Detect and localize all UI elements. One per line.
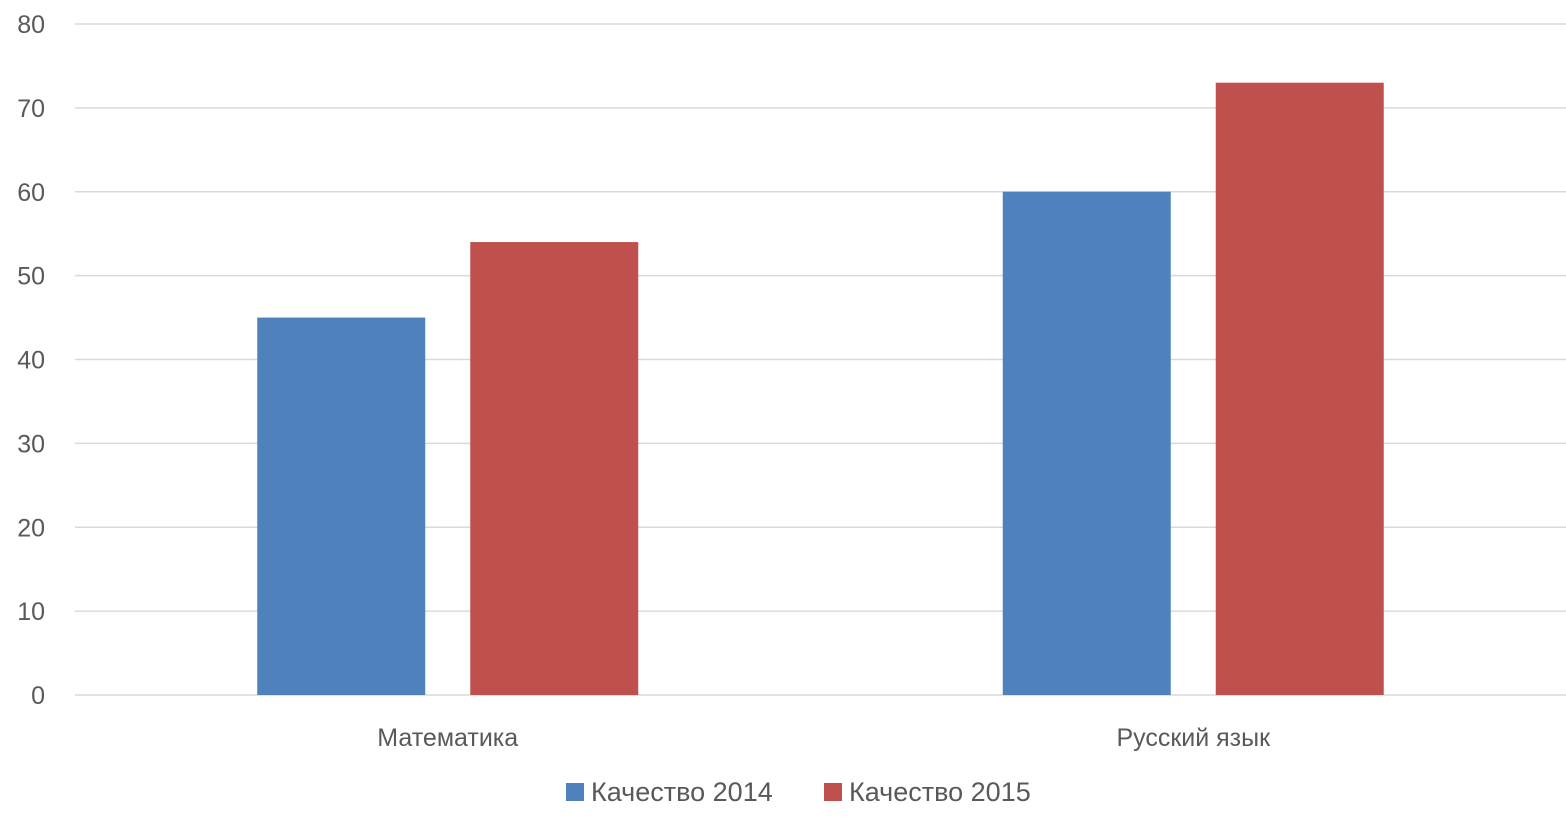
legend: Качество 2014 Качество 2015 <box>566 777 1031 807</box>
y-axis-ticks: 0 10 20 30 40 50 60 70 80 <box>17 11 45 710</box>
legend-swatch <box>566 783 584 801</box>
y-tick-label: 60 <box>17 179 45 207</box>
y-tick-label: 10 <box>17 598 45 626</box>
bars <box>257 82 1384 695</box>
bar-1-2 <box>1002 191 1171 695</box>
x-category-label: Математика <box>377 724 518 752</box>
y-tick-label: 40 <box>17 347 45 375</box>
y-tick-label: 0 <box>31 682 45 710</box>
x-category-label: Русский язык <box>1116 724 1271 752</box>
y-tick-label: 30 <box>17 430 45 458</box>
bar-2-2 <box>1215 82 1384 695</box>
y-tick-label: 20 <box>17 514 45 542</box>
legend-label: Качество 2014 <box>591 777 773 807</box>
x-axis-labels: Математика Русский язык <box>377 724 1271 752</box>
bar-2-1 <box>470 242 639 695</box>
bar-1-1 <box>257 317 426 695</box>
legend-label: Качество 2015 <box>849 777 1031 807</box>
legend-swatch <box>824 783 842 801</box>
y-tick-label: 50 <box>17 263 45 291</box>
y-tick-label: 80 <box>17 11 45 39</box>
y-tick-label: 70 <box>17 95 45 123</box>
